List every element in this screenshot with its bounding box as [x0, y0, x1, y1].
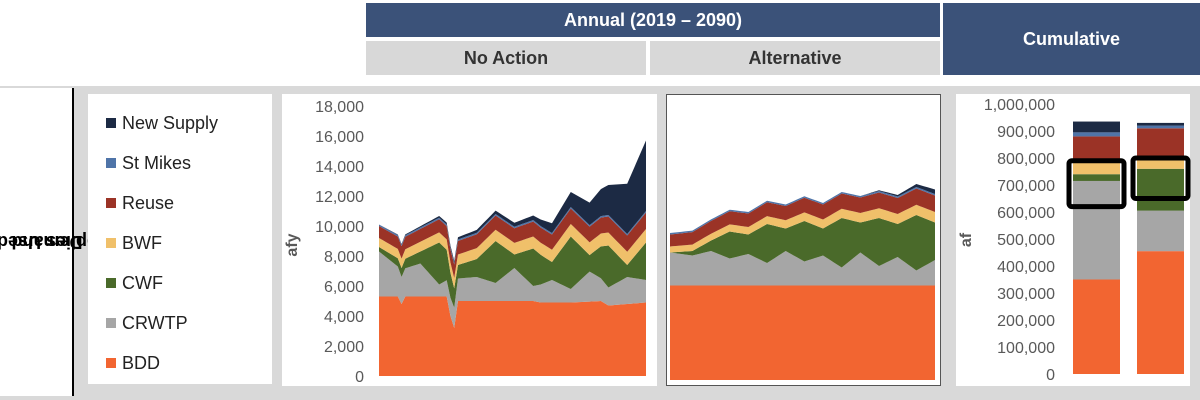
legend-label: Reuse	[122, 192, 175, 213]
legend-item: BWF	[106, 228, 162, 258]
legend-swatch	[106, 158, 116, 168]
bar-segment-bwf	[1073, 162, 1120, 175]
y-tick-label: 18,000	[315, 99, 364, 116]
y-tick-label: 4,000	[324, 309, 364, 326]
no-action-header-label: No Action	[463, 47, 549, 68]
highlight-box	[1130, 155, 1191, 201]
legend-item: St Mikes	[106, 148, 191, 178]
y-tick-label: 14,000	[315, 159, 364, 176]
annual-header-label: Annual (2019 – 2090)	[563, 9, 743, 30]
legend-label: CWF	[122, 272, 163, 293]
alternative-header-label: Alternative	[748, 47, 842, 68]
y-tick-label: 300,000	[997, 286, 1055, 303]
legend-item: CWF	[106, 268, 163, 298]
legend-swatch	[106, 118, 116, 128]
bar-segment-cwf	[1073, 174, 1120, 181]
cumulative-bar-chart	[1066, 121, 1191, 374]
legend-label: CRWTP	[122, 312, 188, 333]
area-series-bdd	[379, 296, 646, 376]
no-action-header: No Action	[366, 41, 646, 75]
legend-item: Reuse	[106, 188, 174, 218]
bar-segment-cwf	[1137, 168, 1184, 211]
bar-segment-bdd	[1137, 251, 1184, 374]
legend-item: New Supply	[106, 108, 218, 138]
y-tick-label: 6,000	[324, 279, 364, 296]
y-tick-label: 800,000	[997, 151, 1055, 168]
cumulative-y-axis-label: af	[958, 232, 975, 247]
annual-header: Annual (2019 – 2090)	[366, 3, 940, 37]
y-tick-label: 700,000	[997, 178, 1055, 195]
legend-item: BDD	[106, 348, 160, 378]
cumulative-y-axis: 0 100,000 200,000 300,000 400,000 500,000 600,…	[984, 97, 1055, 384]
area-series-bdd	[670, 285, 935, 380]
area-series-cwf	[670, 215, 935, 271]
y-tick-label: 10,000	[315, 219, 364, 236]
legend-swatch	[106, 198, 116, 208]
y-tick-label: 16,000	[315, 129, 364, 146]
bar-segment-st-mikes	[1073, 132, 1120, 137]
y-tick-label: 400,000	[997, 259, 1055, 276]
bar-segment-bdd	[1073, 279, 1120, 374]
y-tick-label: 1,000,000	[984, 97, 1055, 114]
no-action-y-axis: 0 2,000 4,000 6,000 8,000 10,000 12,000 14,000 1…	[315, 99, 364, 386]
legend-swatch	[106, 318, 116, 328]
area-series-new-supply	[670, 184, 935, 233]
cumulative-header: Cumulative	[943, 3, 1200, 75]
legend-item: CRWTP	[106, 308, 188, 338]
legend: New Supply St Mikes Reuse BWF CWF CRWTP BDD	[88, 94, 272, 384]
area-series-crwtp	[670, 251, 935, 286]
legend-label: New Supply	[122, 112, 219, 133]
legend-label: St Mikes	[122, 152, 192, 173]
legend-label: BDD	[122, 352, 161, 373]
area-series-bwf	[379, 224, 646, 289]
y-tick-label: 500,000	[997, 232, 1055, 249]
bar-segment-new-supply	[1073, 121, 1120, 133]
y-tick-label: 100,000	[997, 340, 1055, 357]
legend-swatch	[106, 238, 116, 248]
bar-segment-reuse	[1073, 136, 1120, 163]
row-label: Supplies Used to MeetDemand	[0, 88, 121, 396]
area-series-new-supply	[379, 140, 646, 264]
no-action-y-axis-label: afy	[284, 233, 301, 256]
bar-segment-reuse	[1137, 128, 1184, 158]
bar-segment-crwtp	[1137, 210, 1184, 252]
y-tick-label: 2,000	[324, 339, 364, 356]
area-series-reuse	[670, 188, 935, 247]
legend-swatch	[106, 358, 116, 368]
y-tick-label: 12,000	[315, 189, 364, 206]
alternative-area-chart	[670, 184, 935, 380]
area-series-reuse	[379, 208, 646, 278]
bar-segment-new-supply	[1137, 122, 1184, 126]
y-tick-label: 0	[1046, 367, 1055, 384]
area-series-cwf	[379, 236, 646, 308]
bar-segment-crwtp	[1073, 180, 1120, 280]
area-series-bwf	[670, 204, 935, 253]
no-action-area-chart	[379, 140, 646, 376]
bar-segment-bwf	[1137, 158, 1184, 169]
y-tick-label: 200,000	[997, 313, 1055, 330]
legend-label: BWF	[122, 232, 162, 253]
area-series-st-mikes	[670, 187, 935, 235]
legend-swatch	[106, 278, 116, 288]
y-tick-label: 900,000	[997, 124, 1055, 141]
y-tick-label: 600,000	[997, 205, 1055, 222]
area-series-crwtp	[379, 251, 646, 328]
y-tick-label: 0	[355, 369, 364, 386]
alternative-header: Alternative	[650, 41, 940, 75]
y-tick-label: 8,000	[324, 249, 364, 266]
cumulative-header-label: Cumulative	[1022, 28, 1121, 49]
highlight-box	[1066, 158, 1127, 210]
bar-segment-st-mikes	[1137, 125, 1184, 129]
